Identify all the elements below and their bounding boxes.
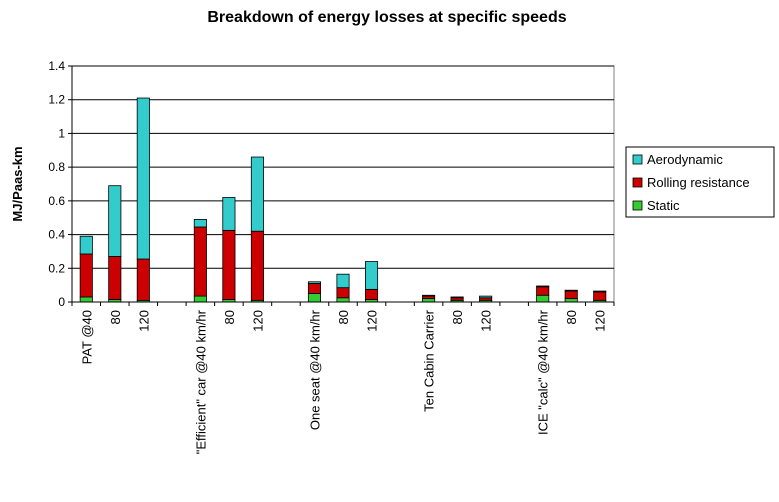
- bar-segment-rolling-resistance: [307, 283, 322, 294]
- bar-segment-aerodynamic: [79, 235, 93, 255]
- legend-swatch: [632, 154, 643, 165]
- bar-segment-aerodynamic: [564, 289, 578, 292]
- legend-label: Aerodynamic: [647, 152, 723, 167]
- bar-segment-rolling-resistance: [193, 226, 207, 297]
- gridlines: [72, 65, 614, 269]
- bar-segment-aerodynamic: [222, 197, 236, 231]
- bar-segment-rolling-resistance: [79, 253, 93, 298]
- bar-segment-rolling-resistance: [250, 230, 264, 301]
- legend: Aerodynamic Rolling resistance Static: [625, 146, 775, 218]
- legend-label: Rolling resistance: [647, 175, 750, 190]
- bar-segment-rolling-resistance: [336, 287, 350, 299]
- x-tick-label: 80: [336, 310, 351, 324]
- bar-segment-static: [564, 298, 578, 303]
- bar-segment-aerodynamic: [336, 273, 350, 289]
- bar-segment-aerodynamic: [108, 185, 122, 257]
- y-tick-label: 1.2: [48, 93, 65, 107]
- y-tick-label: 0.2: [48, 261, 65, 275]
- bar-segment-aerodynamic: [307, 281, 322, 284]
- x-tick-label: 120: [479, 310, 494, 332]
- bar-segment-aerodynamic: [250, 156, 264, 232]
- bar-segment-rolling-resistance: [593, 291, 607, 301]
- y-tick-label: 1: [58, 126, 65, 140]
- x-tick-label: One seat @40 km/hr: [307, 309, 322, 430]
- bar-segment-static: [536, 294, 550, 303]
- bar-segment-static: [422, 298, 436, 303]
- y-tick-label: 1.4: [48, 59, 65, 73]
- bar-segment-rolling-resistance: [536, 286, 550, 296]
- bar-segment-rolling-resistance: [564, 290, 578, 300]
- bar-segment-static: [307, 293, 322, 303]
- legend-label: Static: [647, 198, 680, 213]
- legend-swatch: [632, 177, 643, 188]
- bar-segment-static: [79, 296, 93, 303]
- bar-segment-aerodynamic: [536, 285, 550, 288]
- bar-segment-rolling-resistance: [136, 258, 150, 301]
- bar-segment-static: [336, 297, 350, 303]
- legend-swatch: [632, 200, 643, 211]
- x-tick-label: "Efficient" car @40 km/hr: [193, 309, 208, 454]
- axes: 0 0.2 0.4 0.6 0.8 1 1.2 1.4 PAT @40 80 120 "Efficie…: [48, 59, 615, 454]
- x-tick-label: ICE "calc" @40 km/hr: [536, 309, 551, 435]
- legend-box: [625, 146, 775, 218]
- bar-segment-static: [193, 295, 207, 303]
- x-tick-label: Ten Cabin Carrier: [422, 309, 437, 412]
- bar-segment-rolling-resistance: [364, 288, 379, 300]
- x-tick-label: 120: [365, 310, 380, 332]
- x-tick-label: 80: [108, 310, 123, 324]
- y-axis-label: MJ/Paas-km: [10, 146, 25, 221]
- bar-segment-rolling-resistance: [222, 229, 236, 300]
- x-tick-label: 120: [593, 310, 608, 332]
- bar-segment-aerodynamic: [593, 290, 607, 293]
- y-tick-label: 0.6: [48, 194, 65, 208]
- bar-segment-aerodynamic: [364, 261, 379, 290]
- bar-segment-aerodynamic: [193, 218, 207, 228]
- bar-segment-aerodynamic: [422, 294, 436, 297]
- bars: [79, 97, 607, 303]
- x-tick-label: 80: [450, 310, 465, 324]
- x-tick-label: 120: [250, 310, 265, 332]
- bar-segment-rolling-resistance: [108, 256, 122, 300]
- y-tick-label: 0.4: [48, 228, 65, 242]
- x-tick-label: 80: [564, 310, 579, 324]
- plot-area: [71, 65, 615, 303]
- y-tick-label: 0: [58, 295, 65, 309]
- bar-segment-aerodynamic: [450, 296, 464, 299]
- bar-segment-aerodynamic: [479, 295, 493, 299]
- y-tick-label: 0.8: [48, 160, 65, 174]
- x-tick-label: 80: [222, 310, 237, 324]
- x-tick-label: PAT @40: [79, 310, 94, 364]
- bar-segment-aerodynamic: [136, 97, 150, 260]
- x-tick-label: 120: [136, 310, 151, 332]
- chart-title: Breakdown of energy losses at specific s…: [207, 9, 566, 26]
